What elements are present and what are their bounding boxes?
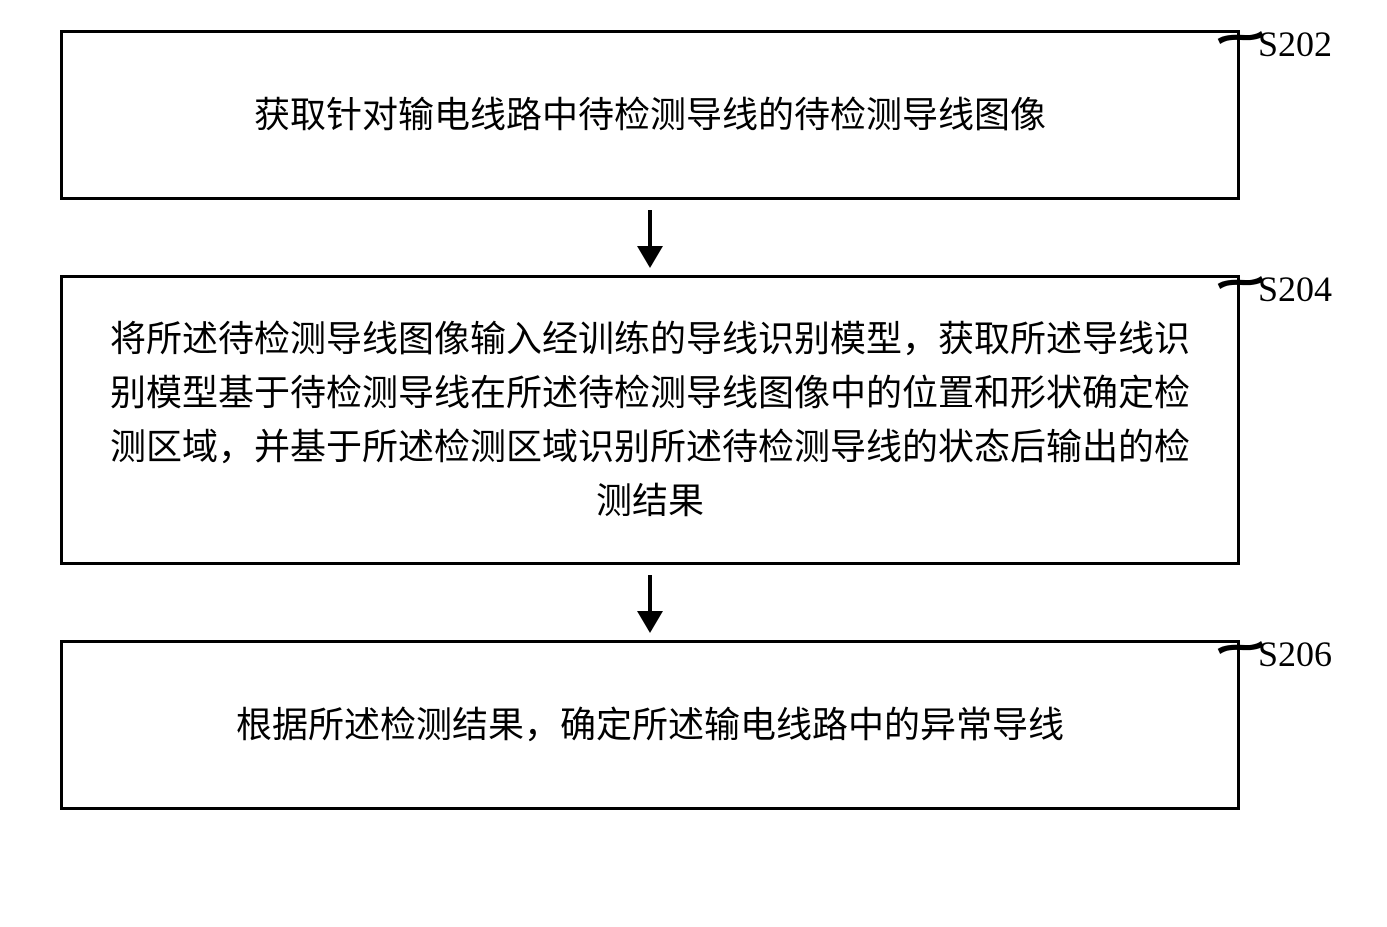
step-label-s206: S206 [1258, 633, 1332, 675]
step-label-s202: S202 [1258, 23, 1332, 65]
step-label-s204: S204 [1258, 268, 1332, 310]
flowchart-step-s204: ~ S204 将所述待检测导线图像输入经训练的导线识别模型，获取所述导线识别模型… [60, 275, 1240, 565]
arrow-icon [648, 210, 652, 265]
flowchart-step-s206: ~ S206 根据所述检测结果，确定所述输电线路中的异常导线 [60, 640, 1240, 810]
step-text-s202: 获取针对输电线路中待检测导线的待检测导线图像 [254, 88, 1046, 142]
arrow-icon [648, 575, 652, 630]
step-text-s204: 将所述待检测导线图像输入经训练的导线识别模型，获取所述导线识别模型基于待检测导线… [103, 312, 1197, 528]
arrow-s202-s204 [60, 200, 1240, 275]
flowchart-container: ~ S202 获取针对输电线路中待检测导线的待检测导线图像 ~ S204 将所述… [60, 30, 1340, 810]
arrow-s204-s206 [60, 565, 1240, 640]
step-text-s206: 根据所述检测结果，确定所述输电线路中的异常导线 [236, 698, 1064, 752]
flowchart-step-s202: ~ S202 获取针对输电线路中待检测导线的待检测导线图像 [60, 30, 1240, 200]
